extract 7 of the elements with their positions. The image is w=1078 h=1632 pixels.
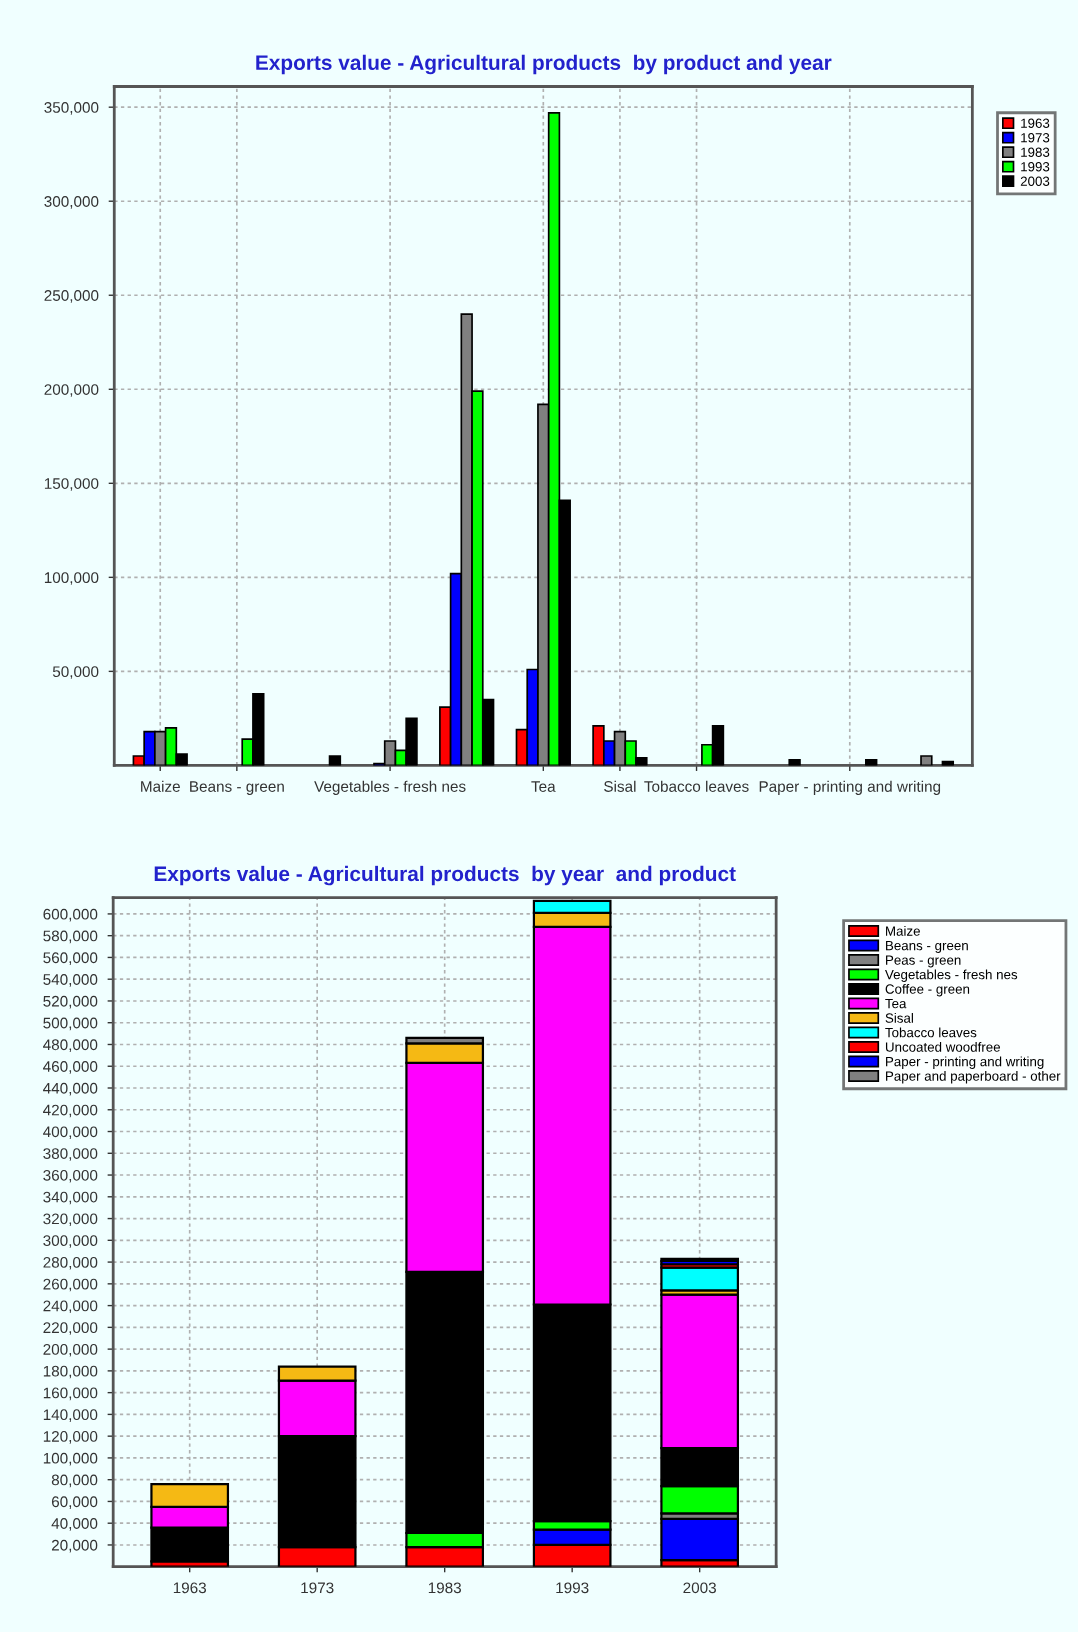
bar	[660, 1517, 740, 1562]
chart-title: Exports value - Agricultural products by product and year	[256, 54, 832, 75]
chart-title: Exports value - Agricultural products by year and product	[154, 865, 736, 886]
bar	[328, 755, 342, 766]
bar	[788, 758, 801, 766]
bar	[865, 758, 878, 766]
bar	[920, 755, 933, 766]
